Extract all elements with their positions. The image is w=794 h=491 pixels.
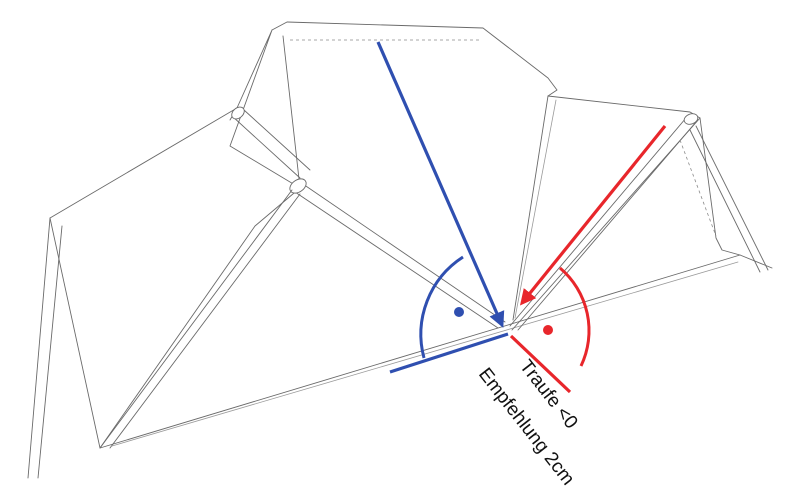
red-annotation [509,124,667,394]
red-base-line [509,334,572,394]
right-pole [509,113,769,331]
blue-arrow [376,41,505,328]
ground-line-inner [111,261,739,447]
blue-angle-dot [454,307,464,317]
blue-base-line [389,332,509,374]
red-angle-arc [559,266,591,367]
blue-annotation [376,41,509,374]
top-panel [271,21,558,97]
right-flap-hidden [679,139,717,237]
ground-line [99,254,741,449]
left-wing-panel [49,29,301,449]
left-pole [99,178,506,449]
left-outer-edge [27,217,51,479]
tent-outline [27,21,773,479]
red-angle-dot [543,325,553,335]
left-roll [231,106,311,179]
top-inner-edge [282,35,301,189]
right-panel-edge [512,95,549,321]
right-panel-inner [514,99,557,319]
left-lower-edge [37,225,63,479]
red-arrow [519,124,667,306]
right-flap [699,117,773,269]
blue-angle-arc [419,255,464,359]
